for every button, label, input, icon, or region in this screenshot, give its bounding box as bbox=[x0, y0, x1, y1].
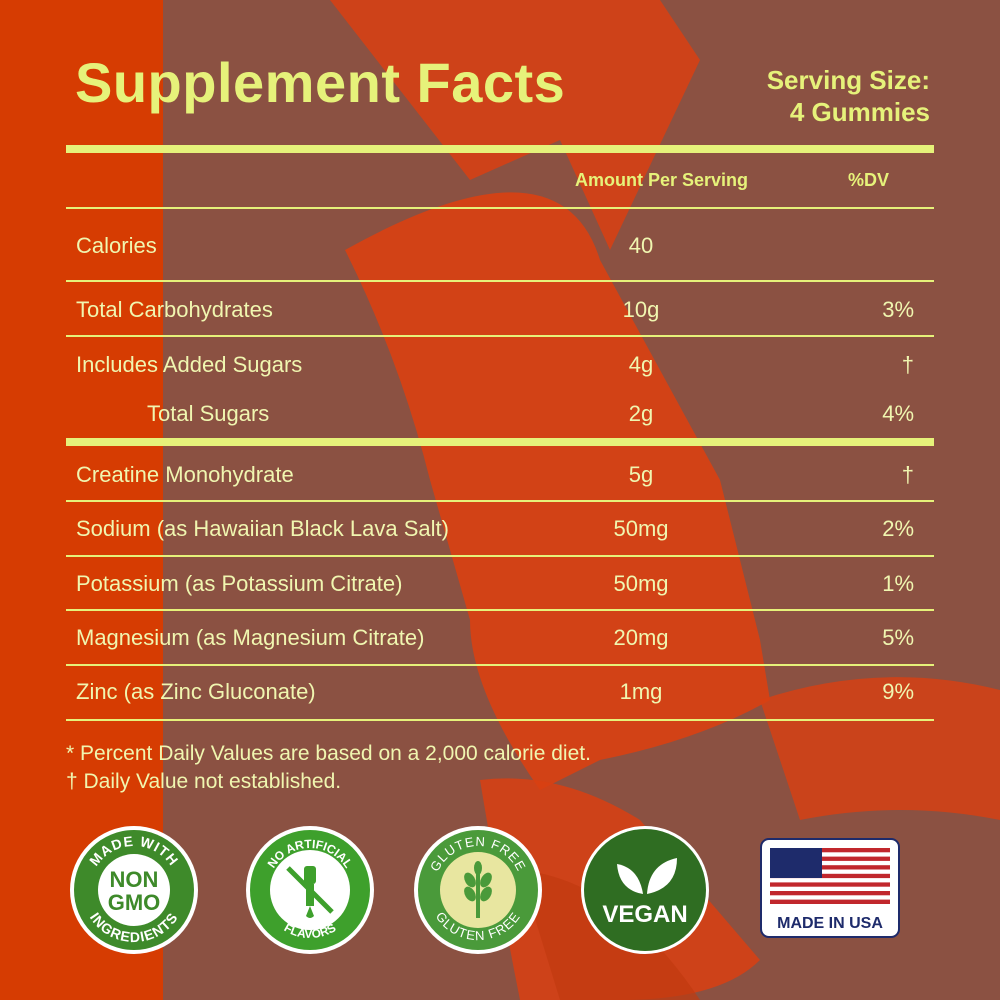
prohibited-slash-icon bbox=[286, 866, 334, 914]
divider bbox=[66, 500, 934, 502]
vegan-label: VEGAN bbox=[602, 901, 687, 928]
divider bbox=[66, 719, 934, 721]
nutrient-dv: 9% bbox=[882, 679, 914, 704]
footnote-daily-values: * Percent Daily Values are based on a 2,… bbox=[66, 742, 591, 765]
footnotes: * Percent Daily Values are based on a 2,… bbox=[66, 740, 591, 796]
nutrient-name: Includes Added Sugars bbox=[76, 352, 303, 377]
serving-size: Serving Size: 4 Gummies bbox=[767, 64, 930, 128]
nutrient-amount: 10g bbox=[622, 297, 660, 322]
vegan-badge: VEGAN bbox=[581, 826, 709, 954]
gluten-free-badge: GLUTEN FREE GLUTEN FREE bbox=[414, 826, 542, 954]
nutrient-name: Total Carbohydrates bbox=[76, 297, 273, 322]
nutrient-name: Creatine Monohydrate bbox=[76, 462, 294, 487]
divider-thick bbox=[66, 145, 934, 153]
nutrient-dv: 2% bbox=[882, 516, 914, 541]
table-row: Potassium (as Potassium Citrate) 50mg 1% bbox=[0, 571, 1000, 611]
table-row: Calories 40 bbox=[0, 233, 1000, 273]
nutrient-name: Calories bbox=[76, 233, 157, 258]
table-row: Total Carbohydrates 10g 3% bbox=[0, 297, 1000, 337]
nutrient-dv: 4% bbox=[882, 401, 914, 426]
page-title: Supplement Facts bbox=[75, 51, 566, 114]
made-in-usa-badge: MADE IN USA bbox=[760, 838, 900, 938]
serving-size-label: Serving Size: bbox=[766, 65, 930, 95]
header-amount: Amount Per Serving bbox=[575, 170, 749, 190]
nutrient-dv: 1% bbox=[882, 571, 914, 596]
nutrient-dv: † bbox=[901, 352, 914, 377]
wheat-icon bbox=[464, 861, 492, 918]
nutrient-name: Sodium (as Hawaiian Black Lava Salt) bbox=[76, 516, 449, 541]
divider bbox=[66, 335, 934, 337]
header-dv: %DV bbox=[848, 170, 890, 190]
footnote-not-established: † Daily Value not established. bbox=[66, 770, 342, 793]
svg-text:FLAVORS: FLAVORS bbox=[282, 920, 338, 941]
table-row: Creatine Monohydrate 5g † bbox=[0, 462, 1000, 502]
nutrient-amount: 50mg bbox=[613, 571, 669, 596]
nutrient-amount: 1mg bbox=[619, 679, 663, 704]
nutrient-amount: 4g bbox=[628, 352, 654, 377]
no-artificial-flavors-badge: NO ARTIFICIAL FLAVORS bbox=[246, 826, 374, 954]
divider-thick bbox=[66, 438, 934, 446]
divider bbox=[66, 280, 934, 282]
nutrient-amount: 50mg bbox=[613, 516, 669, 541]
table-row: Zinc (as Zinc Gluconate) 1mg 9% bbox=[0, 679, 1000, 719]
table-row: Total Sugars 2g 4% bbox=[0, 401, 1000, 441]
table-row: Includes Added Sugars 4g † bbox=[0, 352, 1000, 392]
nutrient-amount: 2g bbox=[628, 401, 654, 426]
nutrient-dv: † bbox=[901, 462, 914, 487]
nutrient-amount: 40 bbox=[628, 233, 654, 258]
no-artificial-bottom-text: FLAVORS bbox=[282, 920, 338, 941]
nutrient-name: Potassium (as Potassium Citrate) bbox=[76, 571, 403, 596]
non-gmo-text-2: GMO bbox=[108, 890, 161, 915]
nutrient-dv: 3% bbox=[882, 297, 914, 322]
divider bbox=[66, 555, 934, 557]
non-gmo-badge: MADE WITH INGREDIENTS NON GMO bbox=[70, 826, 198, 954]
non-gmo-text-1: NON bbox=[110, 867, 159, 892]
divider bbox=[66, 609, 934, 611]
nutrient-name: Magnesium (as Magnesium Citrate) bbox=[76, 625, 425, 650]
nutrient-name: Total Sugars bbox=[147, 401, 270, 426]
nutrient-dv: 5% bbox=[882, 625, 914, 650]
nutrient-amount: 5g bbox=[628, 462, 654, 487]
made-in-usa-label: MADE IN USA bbox=[777, 915, 883, 932]
serving-size-value: 4 Gummies bbox=[789, 97, 930, 127]
table-row: Magnesium (as Magnesium Citrate) 20mg 5% bbox=[0, 625, 1000, 665]
table-row: Sodium (as Hawaiian Black Lava Salt) 50m… bbox=[0, 516, 1000, 556]
dropper-icon bbox=[304, 866, 316, 918]
nutrient-amount: 20mg bbox=[613, 625, 669, 650]
divider bbox=[66, 664, 934, 666]
leaves-icon bbox=[617, 858, 677, 894]
us-flag-icon bbox=[770, 848, 890, 904]
nutrient-name: Zinc (as Zinc Gluconate) bbox=[76, 679, 316, 704]
divider bbox=[66, 207, 934, 209]
